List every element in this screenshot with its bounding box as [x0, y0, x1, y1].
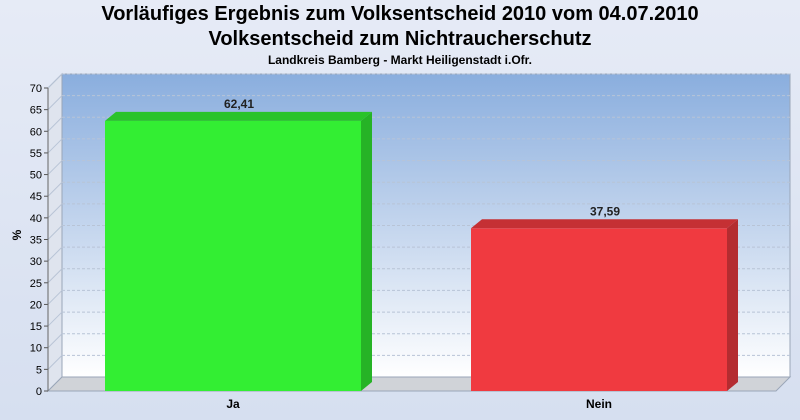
gridline-side: [47, 333, 63, 349]
bar-side: [361, 111, 372, 392]
gridline-side: [47, 268, 63, 284]
bar-front: [105, 120, 361, 392]
chart-subtitle: Landkreis Bamberg - Markt Heiligenstadt …: [267, 53, 533, 67]
y-tick-label: 5: [36, 364, 42, 376]
y-axis-label: %: [10, 229, 24, 240]
gridline-side: [47, 138, 63, 154]
y-tick-label: 45: [30, 191, 42, 203]
y-tick-label: 55: [30, 148, 42, 160]
chart-title: Vorläufiges Ergebnis zum Volksentscheid …: [101, 3, 699, 25]
gridline-side: [47, 246, 63, 262]
gridline-side: [47, 225, 63, 240]
x-category-label: Nein: [586, 397, 612, 411]
y-tick-label: 0: [36, 386, 42, 398]
bar-front: [471, 228, 727, 391]
y-tick-label: 35: [30, 235, 42, 247]
y-tick-label: 65: [30, 105, 42, 117]
y-tick-label: 30: [30, 256, 42, 268]
x-category-label: Ja: [226, 397, 240, 411]
gridline-side: [47, 290, 63, 305]
bar-side: [727, 219, 738, 391]
y-tick-label: 70: [30, 83, 42, 95]
bar-top: [105, 111, 372, 121]
gridline-side: [47, 311, 63, 327]
y-tick-label: 25: [30, 278, 42, 290]
y-tick-label: 20: [30, 299, 42, 311]
data-label: 62,41: [224, 97, 254, 111]
y-tick-label: 60: [30, 126, 42, 138]
gridline-side: [47, 95, 63, 110]
chart-title-line2: Volksentscheid zum Nichtraucherschutz: [208, 28, 592, 50]
bar-top: [471, 219, 738, 229]
gridline-side: [47, 203, 63, 219]
gridline-side: [47, 116, 63, 132]
y-tick-label: 50: [30, 170, 42, 182]
gridline-side: [47, 73, 63, 89]
gridline-side: [47, 160, 63, 175]
y-tick-label: 10: [30, 343, 42, 355]
gridline-side: [47, 355, 63, 370]
y-tick-label: 40: [30, 213, 42, 225]
y-tick-label: 15: [30, 321, 42, 333]
data-label: 37,59: [590, 204, 620, 218]
bar-ja: 62,41: [105, 97, 372, 392]
bar-nein: 37,59: [471, 204, 738, 391]
gridline-side: [47, 181, 63, 197]
